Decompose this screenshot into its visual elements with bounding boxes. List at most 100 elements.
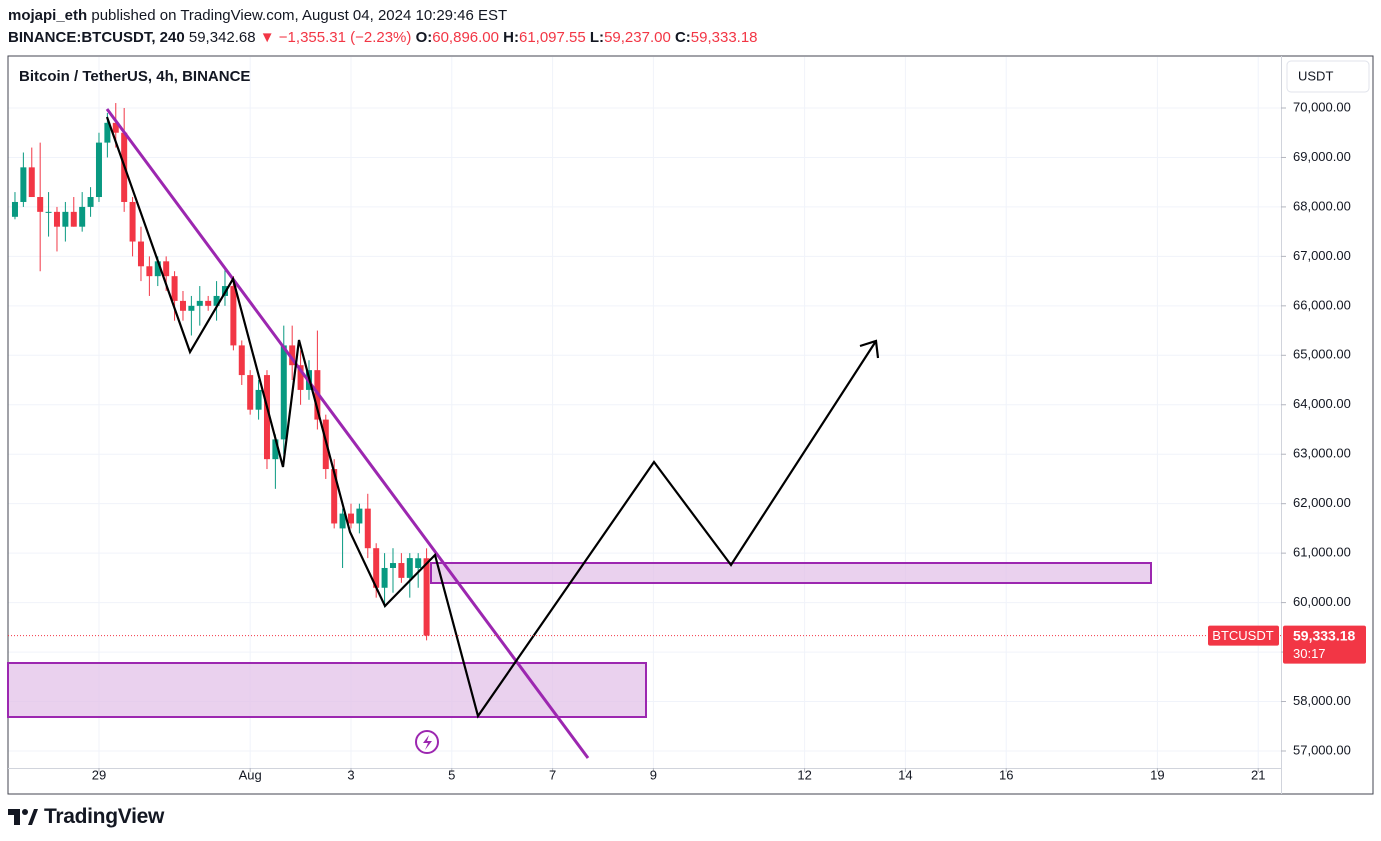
price: 59,342.68 (188, 29, 256, 46)
ohlc-value: 60,896.00 (432, 29, 499, 46)
y-tick-label: 66,000.00 (1293, 297, 1351, 312)
x-tick-label: 9 (650, 767, 657, 782)
candle-body (230, 286, 237, 346)
x-tick-label: 7 (549, 767, 556, 782)
candle-body (238, 345, 245, 376)
candle-body (280, 345, 287, 440)
y-tick-label: 64,000.00 (1293, 396, 1351, 411)
y-tick-label: 57,000.00 (1293, 742, 1351, 757)
y-tick-label: 60,000.00 (1293, 594, 1351, 609)
candle-body (129, 201, 136, 242)
candle-body (146, 266, 153, 277)
author[interactable]: mojapi_eth (8, 7, 88, 24)
candle-body (339, 513, 346, 529)
logo-part (8, 809, 20, 825)
zigzag-projection[interactable] (105, 116, 877, 719)
candle-body (79, 206, 86, 227)
symbol: BINANCE:BTCUSDT, 240 (8, 29, 185, 46)
ohlc-label: C: (674, 29, 691, 46)
candle-body (398, 563, 405, 578)
header-line-2: BINANCE:BTCUSDT, 240 59,342.68 ▼ −1,355.… (8, 29, 758, 46)
currency: USDT (1298, 68, 1333, 83)
candle-body (213, 295, 220, 306)
x-tick-label: 19 (1150, 767, 1164, 782)
candle-body (87, 197, 94, 207)
x-tick-label: 14 (898, 767, 912, 782)
arrow-head (859, 339, 880, 359)
y-tick-label: 65,000.00 (1293, 347, 1351, 362)
chart-frame (7, 55, 1374, 795)
candle-body (95, 142, 102, 198)
candle-body (272, 439, 279, 460)
candle-body (37, 197, 44, 212)
event-bolt (423, 735, 432, 750)
demand-zone[interactable] (7, 662, 647, 718)
price-tag-box (1283, 625, 1366, 664)
candle-body (154, 261, 161, 277)
y-tick-label: 67,000.00 (1293, 248, 1351, 263)
ohlc-label: L: (589, 29, 605, 46)
chart: Bitcoin / TetherUS, 4h, BINANCE USDT 57,… (7, 55, 1374, 795)
candle-body (289, 345, 296, 366)
resistance-zone[interactable] (430, 562, 1152, 584)
candle-body (263, 375, 270, 460)
price-tag: BTCUSDT 59,333.18 30:17 (8, 625, 1366, 664)
logo[interactable]: TradingView (8, 805, 164, 829)
axes: 57,000.0058,000.0059,000.0060,000.0061,0… (92, 99, 1351, 782)
candle-body (163, 261, 170, 277)
currency-box[interactable] (1286, 60, 1370, 93)
candle-body (179, 300, 186, 311)
candle-body (373, 548, 380, 588)
x-tick-label: 21 (1251, 767, 1265, 782)
candles (11, 103, 430, 641)
logo-part (22, 809, 28, 815)
candle-body (188, 305, 195, 311)
y-tick-label: 70,000.00 (1293, 99, 1351, 114)
x-tick-label: 5 (448, 767, 455, 782)
x-tick-label: Aug (239, 767, 262, 782)
candle-body (205, 300, 212, 306)
candle-body (53, 211, 60, 227)
candle-body (20, 167, 27, 202)
candle-body (62, 211, 69, 227)
ohlc-label: O: (415, 29, 433, 46)
y-tick-label: 68,000.00 (1293, 198, 1351, 213)
trend-line[interactable] (105, 108, 590, 759)
candle-body (45, 211, 52, 213)
x-tick-label: 16 (999, 767, 1013, 782)
candle-body (70, 211, 77, 227)
y-tick-label: 62,000.00 (1293, 495, 1351, 510)
candle-body (406, 558, 413, 578)
y-tick-label: 63,000.00 (1293, 446, 1351, 461)
candle-body (196, 300, 203, 306)
x-tick-label: 29 (92, 767, 106, 782)
logo-mark (8, 809, 38, 825)
candle-body (364, 508, 371, 549)
published: published on TradingView.com, August 04,… (91, 7, 508, 24)
ohlc-value: 59,237.00 (604, 29, 671, 46)
candle-body (347, 513, 354, 524)
y-tick-label: 69,000.00 (1293, 149, 1351, 164)
candle-body (415, 558, 422, 568)
chart-title: Bitcoin / TetherUS, 4h, BINANCE (19, 68, 250, 85)
candle-body (247, 375, 254, 410)
candle-body (389, 563, 396, 568)
candle-body (356, 508, 363, 524)
candle-body (112, 122, 119, 133)
candle-body (28, 167, 35, 198)
brand: TradingView (44, 805, 165, 828)
x-tick-label: 12 (797, 767, 811, 782)
x-tick-label: 3 (347, 767, 354, 782)
logo-part (28, 809, 38, 825)
ohlc-value: 59,333.18 (690, 29, 758, 46)
candle-body (255, 389, 262, 410)
candle-body (423, 558, 430, 636)
countdown: 30:17 (1293, 646, 1326, 661)
candle-body (331, 469, 338, 524)
y-tick-label: 58,000.00 (1293, 693, 1351, 708)
change: ▼ −1,355.31 (−2.23%) (259, 29, 412, 46)
grid (8, 57, 1281, 768)
event-icon[interactable] (415, 730, 439, 754)
candle-body (11, 201, 18, 217)
